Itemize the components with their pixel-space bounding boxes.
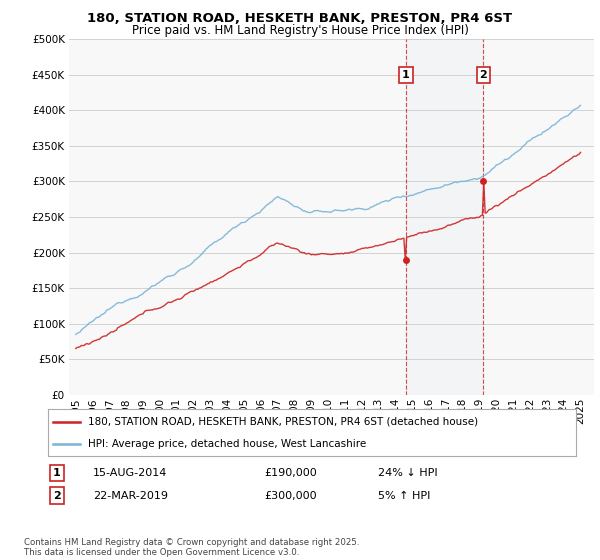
- Text: £300,000: £300,000: [264, 491, 317, 501]
- Text: 180, STATION ROAD, HESKETH BANK, PRESTON, PR4 6ST (detached house): 180, STATION ROAD, HESKETH BANK, PRESTON…: [88, 417, 478, 427]
- Text: HPI: Average price, detached house, West Lancashire: HPI: Average price, detached house, West…: [88, 438, 366, 449]
- Bar: [406, 39, 484, 395]
- Text: 1: 1: [53, 468, 61, 478]
- Text: £190,000: £190,000: [264, 468, 317, 478]
- Text: 2: 2: [479, 70, 487, 80]
- Text: 180, STATION ROAD, HESKETH BANK, PRESTON, PR4 6ST: 180, STATION ROAD, HESKETH BANK, PRESTON…: [88, 12, 512, 25]
- Text: 5% ↑ HPI: 5% ↑ HPI: [378, 491, 430, 501]
- Text: Contains HM Land Registry data © Crown copyright and database right 2025.
This d: Contains HM Land Registry data © Crown c…: [24, 538, 359, 557]
- Text: 24% ↓ HPI: 24% ↓ HPI: [378, 468, 437, 478]
- Text: 22-MAR-2019: 22-MAR-2019: [93, 491, 168, 501]
- Text: 15-AUG-2014: 15-AUG-2014: [93, 468, 167, 478]
- Text: 2: 2: [53, 491, 61, 501]
- Text: 1: 1: [402, 70, 410, 80]
- Text: Price paid vs. HM Land Registry's House Price Index (HPI): Price paid vs. HM Land Registry's House …: [131, 24, 469, 36]
